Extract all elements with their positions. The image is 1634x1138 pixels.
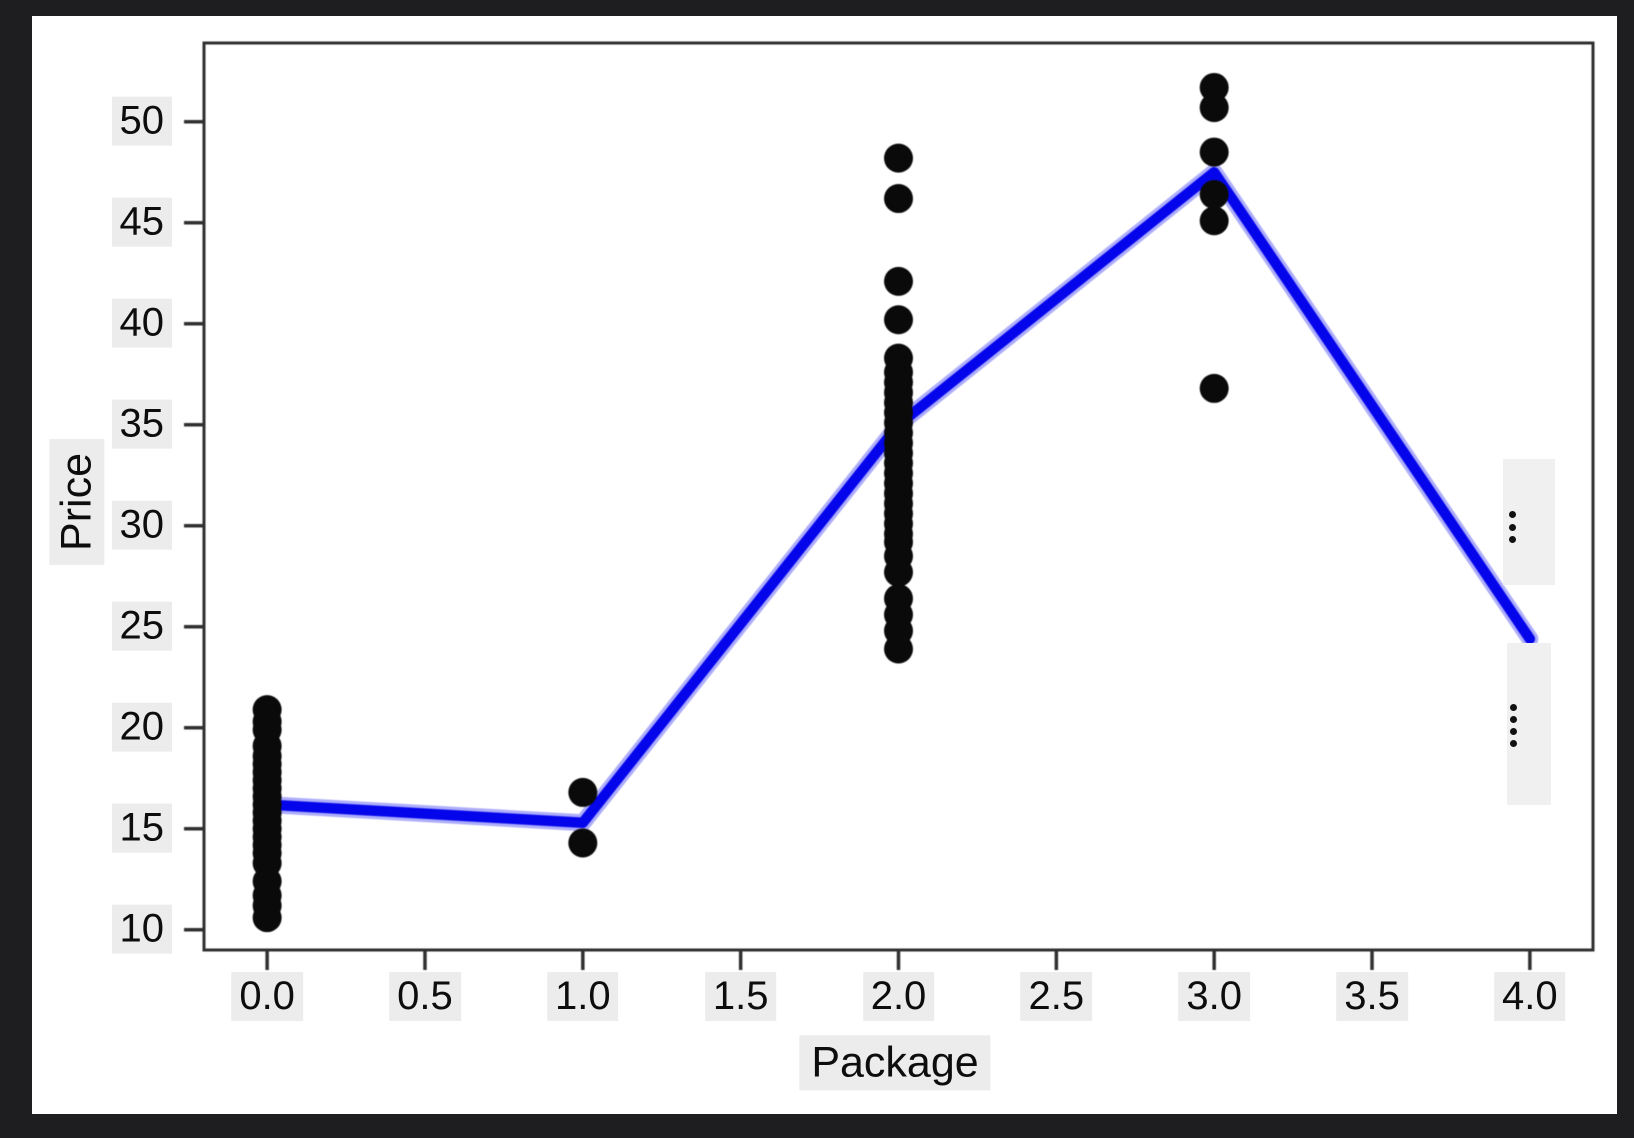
x-tick-label: 1.5 [704, 972, 777, 1021]
y-tick-label: 40 [111, 298, 172, 348]
ellipsis-dot [1509, 536, 1516, 543]
scatter-point [1199, 137, 1229, 167]
x-tick-label: 4.0 [1494, 972, 1566, 1021]
x-tick-label: 0.0 [231, 972, 303, 1021]
ellipsis-artifact-box [1503, 459, 1555, 585]
y-tick-label: 45 [111, 197, 172, 247]
x-tick-label: 3.5 [1336, 972, 1408, 1021]
scatter-point [884, 266, 913, 296]
ellipsis-dot [1510, 704, 1517, 711]
x-tick-label: 1.0 [547, 972, 619, 1021]
scatter-point [252, 903, 282, 933]
chart-figure [32, 16, 1617, 1114]
scatter-point [884, 184, 913, 214]
y-axis-label: Price [49, 439, 105, 565]
scatter-point [568, 777, 598, 807]
y-tick-label: 35 [111, 399, 172, 449]
y-tick-label: 15 [111, 803, 172, 853]
x-tick-label: 2.0 [862, 972, 935, 1021]
scatter-point [884, 143, 913, 173]
y-tick-label: 30 [111, 500, 172, 550]
ellipsis-dot [1510, 740, 1517, 747]
x-tick-label: 3.0 [1178, 972, 1250, 1021]
scatter-point [568, 828, 598, 858]
scatter-point [1199, 180, 1229, 210]
x-axis-label: Package [799, 1035, 991, 1091]
scatter-point [884, 634, 913, 664]
y-tick-label: 20 [111, 702, 172, 752]
y-tick-label: 25 [111, 601, 172, 651]
x-tick-label: 0.5 [389, 972, 461, 1021]
ellipsis-dot [1510, 716, 1517, 723]
scatter-point [1199, 373, 1229, 403]
x-tick-label: 2.5 [1020, 972, 1093, 1021]
y-tick-label: 50 [111, 96, 172, 146]
scatter-point [1199, 206, 1229, 236]
scatter-point [884, 557, 913, 587]
scatter-point [1199, 93, 1229, 123]
scatter-point [1199, 72, 1229, 102]
y-tick-label: 10 [111, 904, 172, 954]
ellipsis-dot [1510, 728, 1517, 735]
ellipsis-dot [1509, 524, 1516, 531]
ellipsis-artifact-box [1507, 643, 1551, 805]
scatter-point [884, 305, 913, 335]
ellipsis-dot [1509, 511, 1516, 518]
y-axis-label-text: Price [52, 453, 101, 551]
